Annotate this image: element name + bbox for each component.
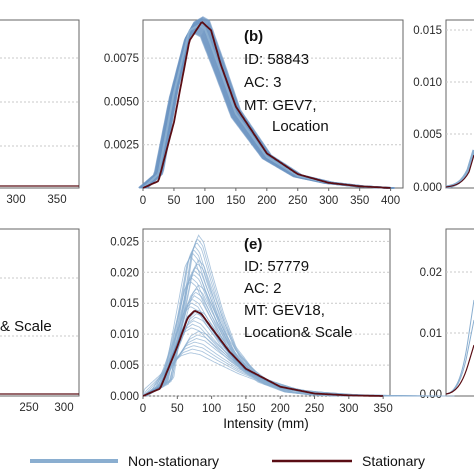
x-tick-label: 0 [140,403,146,415]
panel-bottom-left-annotation: & Scale [0,318,52,335]
x-tick-label: 250 [19,402,38,414]
x-tick-label: 350 [374,403,393,415]
legend-label-stationary: Stationary [362,453,425,469]
y-tick-label: 0.0025 [104,140,139,152]
x-tick-label: 200 [257,195,276,207]
x-tick-label: 150 [226,195,245,207]
panel-e: 0.000 0.005 0.010 0.015 0.020 0.025 0 50 100 150 2… [110,228,455,415]
x-tick-label: 100 [202,403,221,415]
panel-e-mt: MT: GEV18, [244,302,325,319]
y-tick-label: 0.025 [110,236,139,248]
y-tick-label: 0.00 [420,389,442,401]
panel-e-mt-detail: Location& Scale [244,324,352,341]
y-tick-label: 0.000 [413,182,442,194]
x-tick-label: 50 [171,403,184,415]
panel-b-label: (b) [244,28,263,45]
panel-b-mt: MT: GEV7, [244,97,317,114]
y-tick-label: 0.015 [110,298,139,310]
x-tick-label: 150 [236,403,255,415]
y-tick-label: 0.01 [420,328,442,340]
panel-top-right-frame [445,19,474,189]
panel-top-right: 0.015 0.010 0.005 0.000 [413,19,474,194]
x-tick-label: 300 [6,194,25,206]
panel-b: 0.0025 0.0050 0.0075 0 50 100 150 200 250 300 350 4… [104,16,404,207]
x-tick-label: 300 [319,195,338,207]
panel-bottom-left-frame [0,228,80,397]
panel-b-ticks: 0.0025 0.0050 0.0075 0 50 100 150 200 250 300 350 4… [104,53,400,207]
x-tick-label: 400 [381,195,400,207]
panel-b-annotation: (b) ID: 58843 AC: 3 MT: GEV7, Location [244,28,329,135]
y-tick-label: 0.000 [110,391,139,403]
panel-e-ticks: 0.000 0.005 0.010 0.015 0.020 0.025 0 50 100 150 2… [110,236,393,415]
y-tick-label: 0.020 [110,267,139,279]
panel-b-frame [142,19,404,189]
x-axis-label: Intensity (mm) [223,416,309,431]
y-tick-label: 0.010 [110,329,139,341]
panel-b-series [138,16,396,189]
y-tick-label: 0.0050 [104,96,139,108]
legend-label-non-stationary: Non-stationary [128,453,219,469]
x-tick-label: 250 [288,195,307,207]
panel-b-ac: AC: 3 [244,74,282,91]
panel-e-series [142,234,455,397]
non-stationary-line [146,242,336,397]
y-tick-label: 0.02 [420,267,442,279]
panel-top-right-trace [445,154,474,188]
panel-e-ac: AC: 2 [244,280,282,297]
panel-e-frame [142,228,391,397]
y-tick-label: 0.005 [413,129,442,141]
y-tick-label: 0.015 [413,25,442,37]
panel-e-id: ID: 57779 [244,258,309,275]
y-tick-label: 0.0075 [104,53,139,65]
panel-b-grid [143,57,403,146]
x-tick-label: 250 [305,403,324,415]
panel-b-mt-detail: Location [272,118,329,135]
x-tick-label: 0 [140,195,146,207]
x-tick-label: 200 [271,403,290,415]
panel-top-left-frame [0,19,80,189]
panel-e-label: (e) [244,236,262,253]
legend: Non-stationary Stationary [30,453,425,469]
stationary-line [142,21,391,189]
panel-bottom-right-frame [445,228,474,397]
x-tick-label: 50 [168,195,181,207]
panel-top-left: 300 350 [0,19,80,206]
panel-bottom-left: & Scale 250 300 [0,228,80,414]
x-tick-label: 100 [195,195,214,207]
panel-bottom-right: 0.02 0.01 0.00 [420,228,474,401]
x-tick-label: 300 [54,402,73,414]
panel-bottom-right-trace [445,344,474,395]
y-tick-label: 0.010 [413,77,442,89]
x-tick-label: 350 [350,195,369,207]
y-tick-label: 0.005 [110,360,139,372]
x-tick-label: 350 [47,194,66,206]
stationary-line [142,310,384,397]
panel-b-id: ID: 58843 [244,51,309,68]
panel-e-annotation: (e) ID: 57779 AC: 2 MT: GEV18, Location&… [244,236,352,341]
x-tick-label: 300 [339,403,358,415]
